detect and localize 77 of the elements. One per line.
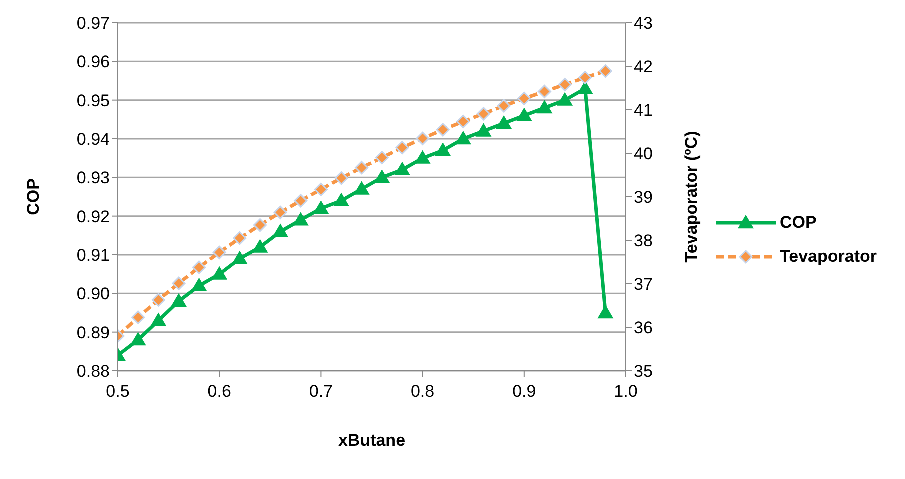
point <box>252 239 268 253</box>
point <box>496 116 512 130</box>
point <box>150 312 167 326</box>
y-tick-label: 0.89 <box>76 323 110 342</box>
point <box>518 92 532 106</box>
x-tick-label: 0.6 <box>208 382 232 402</box>
legend-label: Tevaporator <box>780 246 877 266</box>
point <box>516 108 532 122</box>
y2-tick-label: 39 <box>634 188 653 208</box>
point <box>414 150 431 164</box>
y-tick-label: 0.91 <box>76 246 110 266</box>
point <box>536 100 553 114</box>
legend-label: COP <box>780 212 817 232</box>
point <box>435 142 452 156</box>
x-tick-label: 0.5 <box>106 382 130 402</box>
y-tick-label: 0.90 <box>76 284 110 304</box>
point <box>558 78 572 92</box>
point <box>355 161 369 175</box>
y2-tick-label: 37 <box>634 275 653 294</box>
point <box>313 200 330 214</box>
point <box>212 266 228 280</box>
point <box>538 84 552 98</box>
point <box>354 181 370 195</box>
y-tick-label: 0.97 <box>76 14 110 34</box>
y-tick-label: 0.93 <box>76 168 110 188</box>
y-tick-label: 0.96 <box>76 52 110 72</box>
point <box>292 212 309 226</box>
x-tick-label: 0.9 <box>512 382 536 402</box>
x-tick-label: 0.8 <box>410 382 435 402</box>
point <box>192 260 206 274</box>
point <box>212 246 226 260</box>
y-tick-label: 0.88 <box>76 362 110 382</box>
y2-tick-label: 35 <box>634 362 653 382</box>
point <box>272 224 289 238</box>
y-tick-label: 0.92 <box>76 207 110 226</box>
point <box>253 218 267 232</box>
point <box>578 71 592 85</box>
x-tick-label: 1.0 <box>614 382 638 402</box>
x-tick-label: 0.7 <box>309 382 334 402</box>
point <box>334 172 348 186</box>
point <box>172 276 186 290</box>
y2-tick-label: 43 <box>634 14 653 34</box>
point <box>152 293 166 307</box>
point <box>557 92 574 106</box>
point <box>375 151 389 165</box>
point <box>394 162 410 176</box>
y2-tick-label: 41 <box>634 101 653 120</box>
y2-tick-label: 40 <box>634 144 653 164</box>
point <box>191 278 208 292</box>
y-tick-label: 0.94 <box>76 130 110 150</box>
point <box>598 305 614 319</box>
point <box>477 107 491 121</box>
point <box>233 232 247 246</box>
point <box>170 293 187 307</box>
y2-tick-label: 36 <box>634 318 653 338</box>
point <box>130 332 146 346</box>
point <box>598 64 612 78</box>
point <box>396 141 410 155</box>
point <box>294 194 308 208</box>
y2-tick-label: 42 <box>634 58 653 77</box>
y2-tick-label: 38 <box>634 232 653 251</box>
y-tick-label: 0.95 <box>76 91 110 110</box>
point <box>232 250 248 264</box>
y2-axis-title: Tevaporator (ºC) <box>682 131 702 263</box>
point <box>497 99 511 113</box>
point <box>274 206 288 220</box>
point <box>416 132 430 146</box>
y-axis-title: COP <box>24 178 44 216</box>
point <box>436 123 450 137</box>
x-axis-title: xButane <box>338 431 406 450</box>
point <box>374 170 390 184</box>
point <box>132 310 146 324</box>
point <box>476 123 492 137</box>
point <box>314 182 328 196</box>
point <box>455 131 472 145</box>
point <box>334 192 350 206</box>
point <box>456 114 470 128</box>
